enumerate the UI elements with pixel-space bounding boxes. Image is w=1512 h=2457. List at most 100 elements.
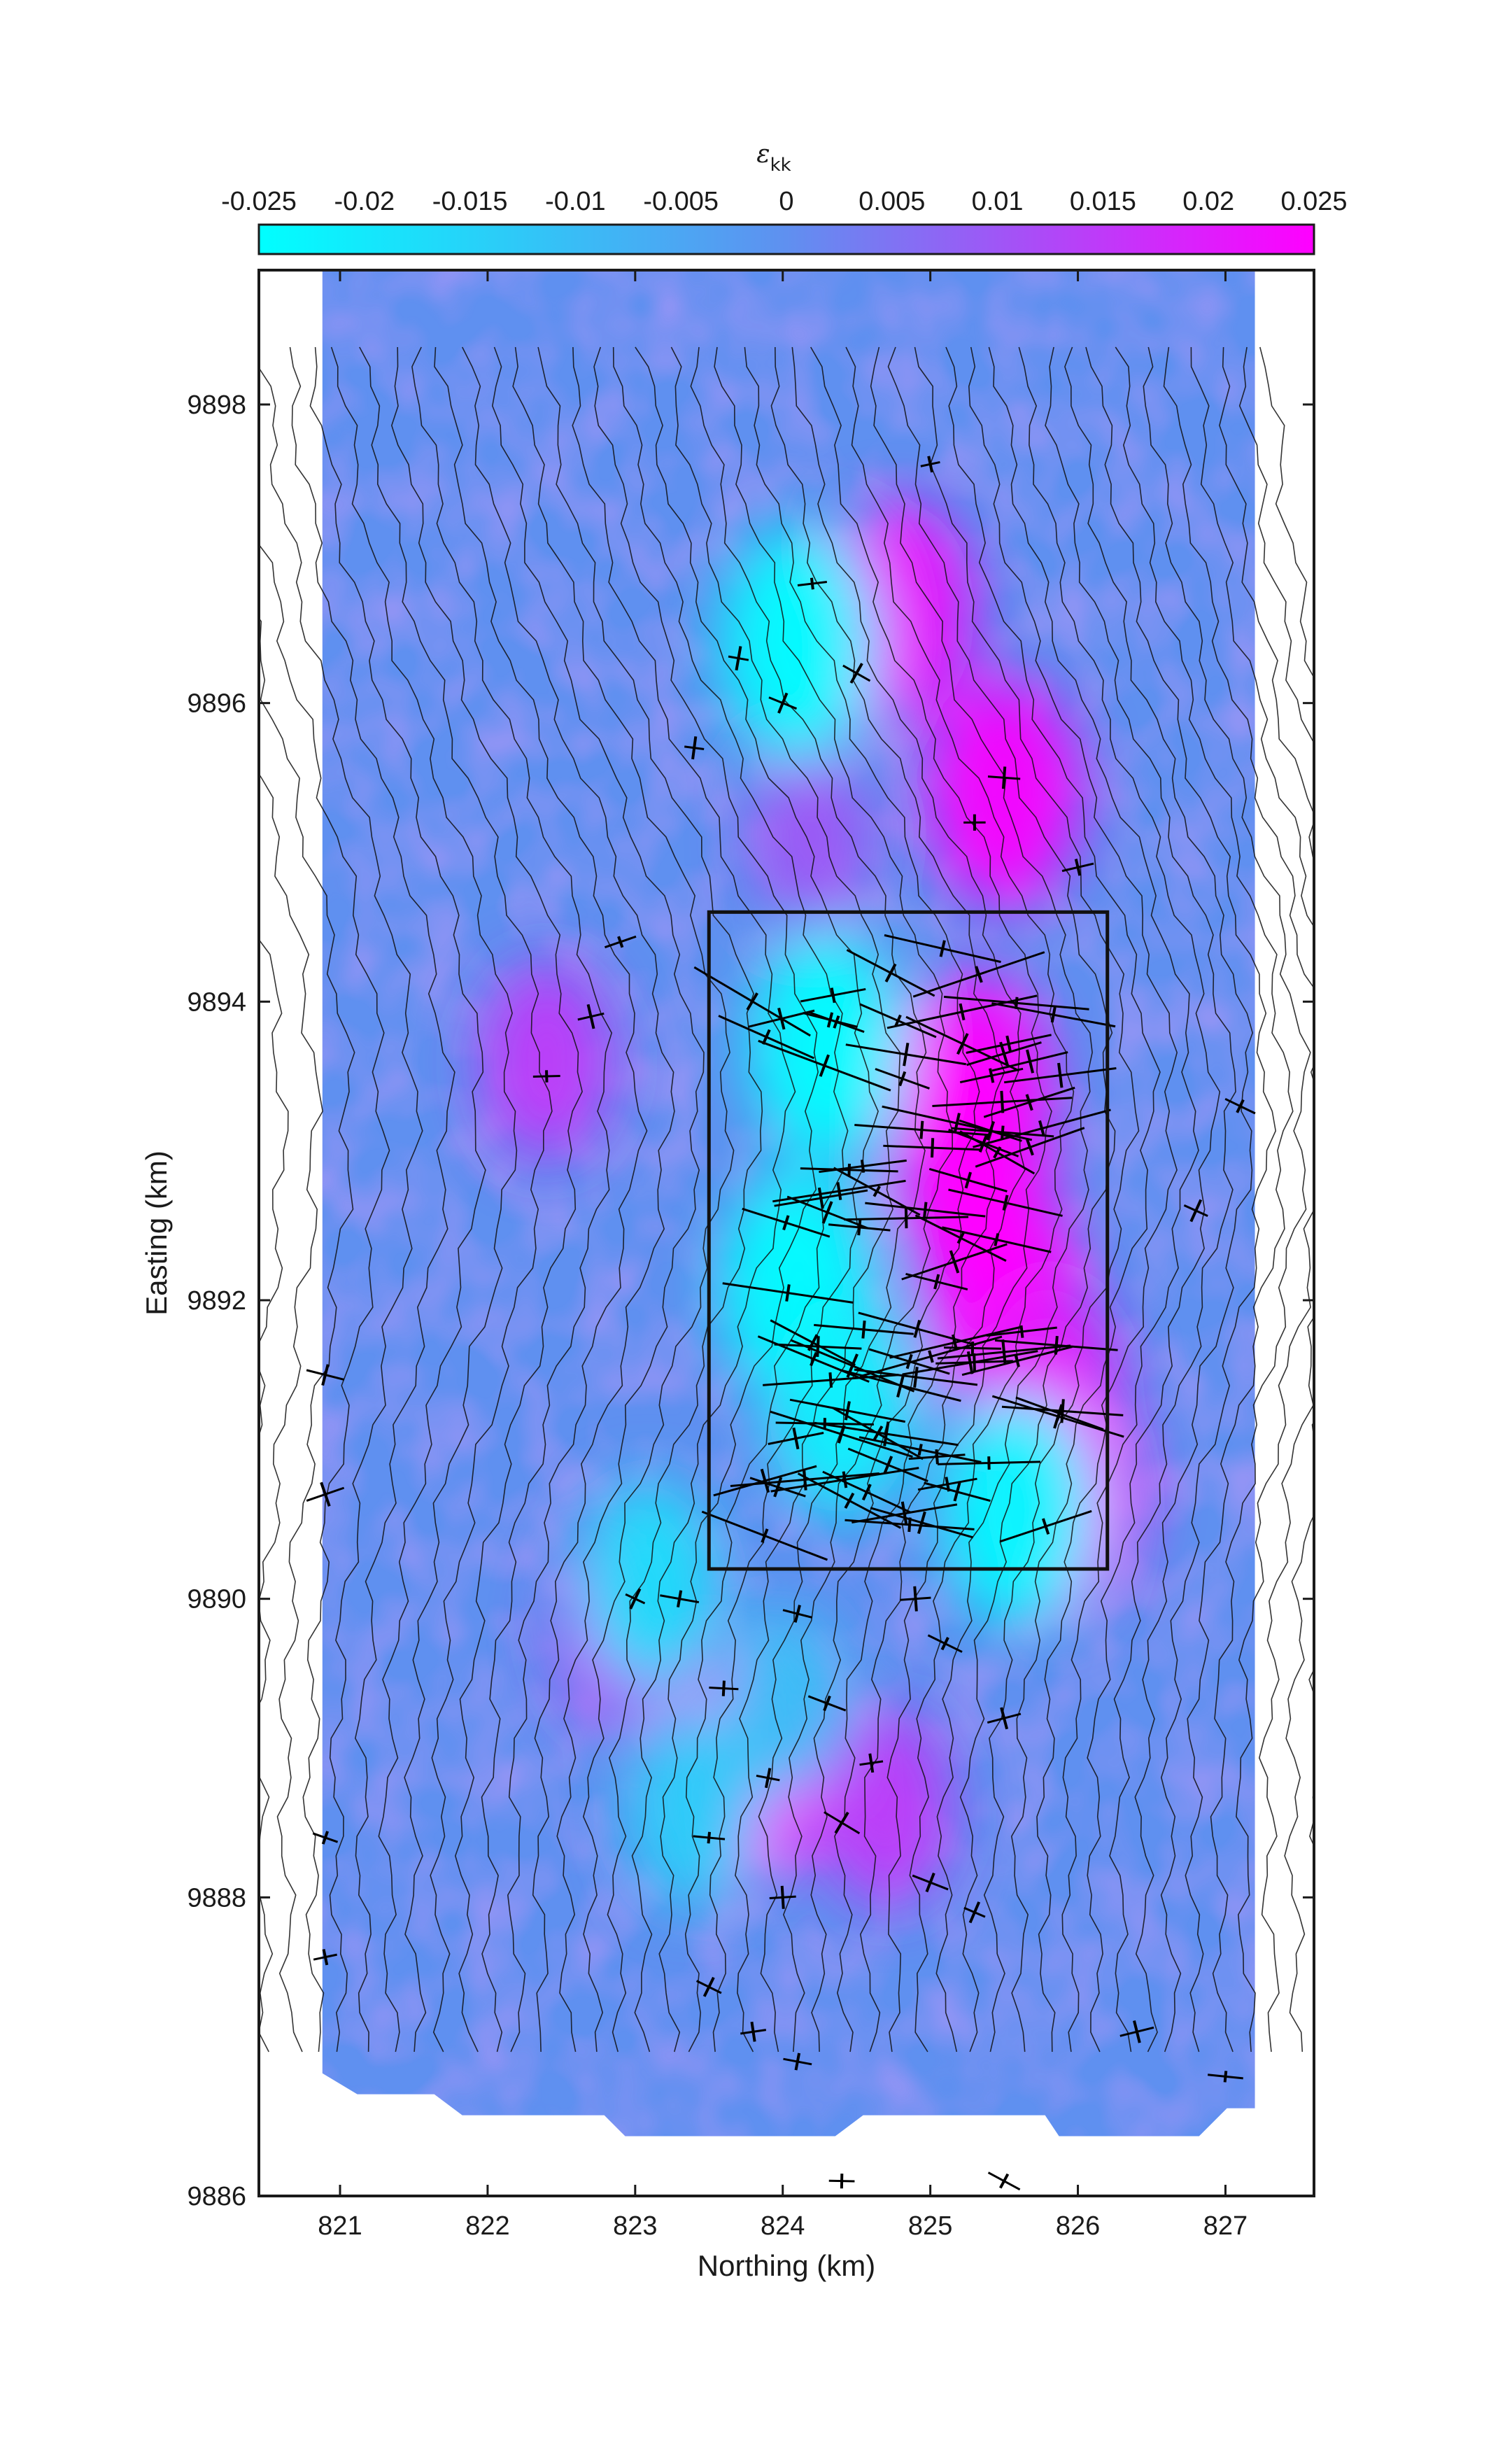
strain-cross xyxy=(900,1586,931,1612)
strain-cross xyxy=(701,1510,828,1561)
strain-cross xyxy=(882,1105,1033,1141)
topography-contour-line xyxy=(289,346,455,2053)
topography-contour-line xyxy=(1115,346,1294,2053)
strain-cross xyxy=(763,1372,899,1388)
x-axis: 821 822 823 824 825 826 827 xyxy=(318,270,1248,2241)
strain-cross xyxy=(693,1831,726,1844)
strain-cross xyxy=(944,1342,1001,1355)
strain-cross xyxy=(709,1680,739,1696)
x-tick-label: 824 xyxy=(761,2211,805,2241)
strain-cross xyxy=(313,1949,337,1966)
topography-contour-line xyxy=(537,346,763,2053)
topography-contour-line xyxy=(1064,346,1254,2053)
topography-contour-line xyxy=(1143,346,1311,2053)
topography-contour-line xyxy=(635,346,879,2053)
strain-cross xyxy=(991,1002,1116,1028)
colorbar-bar xyxy=(257,223,1315,255)
strain-cross xyxy=(920,456,940,473)
topography-contour-line xyxy=(491,346,705,2053)
strain-cross xyxy=(928,1168,1008,1192)
strain-cross xyxy=(808,1011,865,1033)
strain-cross xyxy=(905,1273,968,1290)
strain-cross xyxy=(999,1509,1092,1543)
topography-contour-line xyxy=(690,346,927,2053)
topography-contour-line xyxy=(259,773,324,2053)
strain-hotspot xyxy=(720,528,875,759)
colorbar: εkk -0.025 -0.02 -0.015 -0.01 -0.005 0 0.005 0.… xyxy=(221,140,1348,255)
strain-cross xyxy=(306,1364,345,1386)
strain-cross xyxy=(883,1138,982,1158)
strain-hotspot xyxy=(720,1610,845,1797)
strain-cross xyxy=(908,1449,966,1465)
strain-cross xyxy=(963,1901,986,1924)
strain-cross xyxy=(772,1179,906,1203)
strain-cross xyxy=(1061,859,1094,876)
strain-cross xyxy=(901,1243,1008,1281)
topography-contour-line xyxy=(1259,346,1314,679)
strain-cross xyxy=(718,1015,815,1059)
strain-cross xyxy=(844,1208,969,1229)
topography-contour-line xyxy=(1018,346,1221,2053)
strain-cross xyxy=(824,1811,861,1835)
topography-contour-line xyxy=(434,346,648,2053)
strain-cross xyxy=(942,1226,1052,1253)
topography-contour-line xyxy=(810,346,1052,2053)
strain-cross xyxy=(789,1398,905,1423)
topography-contour-line xyxy=(887,346,1116,2053)
strain-cross xyxy=(774,1187,868,1209)
strain-cross xyxy=(695,1976,722,1997)
strain-cross xyxy=(768,1427,824,1450)
strain-cross xyxy=(961,1346,1073,1377)
topography-contour-line xyxy=(411,346,613,2053)
colorbar-title-main: ε xyxy=(756,140,770,169)
strain-cross xyxy=(870,1507,974,1539)
y-axis: 9886 9888 9890 9892 9894 9896 9898 xyxy=(187,390,1314,2211)
topography-contour-line xyxy=(1219,346,1314,2053)
strain-cross xyxy=(986,1325,1057,1338)
topography-contour-line xyxy=(945,346,1161,2053)
strain-cross xyxy=(858,1311,977,1346)
strain-cross xyxy=(959,1130,1036,1175)
strain-cross xyxy=(937,1456,1041,1470)
strain-hotspot xyxy=(581,1480,719,1688)
strain-cross xyxy=(966,1034,1052,1054)
strain-cross xyxy=(660,1590,700,1608)
strain-cross xyxy=(822,1470,912,1514)
strain-cross xyxy=(722,1282,854,1304)
x-axis-label: Northing (km) xyxy=(698,2249,875,2282)
strain-cross xyxy=(758,1039,891,1092)
strain-cross xyxy=(1183,1199,1208,1223)
strain-cross xyxy=(684,736,705,760)
strain-hotspot xyxy=(820,1709,952,1907)
strain-cross xyxy=(742,1207,831,1238)
strain-cross xyxy=(854,1120,989,1139)
strain-cross xyxy=(927,1634,963,1653)
colorbar-ticks: -0.025 -0.02 -0.015 -0.01 -0.005 0 0.005 0.01 0.… xyxy=(221,187,1348,232)
strain-cross xyxy=(905,1015,1020,1072)
strain-cross xyxy=(749,1477,806,1498)
strain-cross xyxy=(912,951,1045,998)
colorbar-tick-label: 0.015 xyxy=(1070,187,1136,216)
strain-cross xyxy=(884,934,1001,964)
x-tick-label: 826 xyxy=(1056,2211,1100,2241)
strain-cross xyxy=(951,1125,1054,1139)
strain-cross xyxy=(865,1202,986,1218)
strain-cross xyxy=(713,1465,817,1497)
strain-hotspot xyxy=(628,1709,761,1907)
strain-cross xyxy=(756,1768,780,1789)
strain-cross xyxy=(757,1335,870,1383)
strain-cross xyxy=(859,1753,884,1773)
strain-cross xyxy=(800,987,866,1004)
colorbar-tick-label: 0.005 xyxy=(859,187,925,216)
y-tick-label: 9898 xyxy=(187,390,246,420)
topography-contour-line xyxy=(1045,346,1236,2053)
strain-cross xyxy=(912,1872,949,1893)
study-box xyxy=(707,910,1110,1571)
strain-hotspot xyxy=(481,962,613,1160)
strain-cross xyxy=(728,646,749,671)
strain-cross xyxy=(854,1367,978,1388)
strain-cross xyxy=(783,2053,812,2071)
strain-cross xyxy=(312,1831,339,1845)
strain-hotspot xyxy=(751,747,872,928)
